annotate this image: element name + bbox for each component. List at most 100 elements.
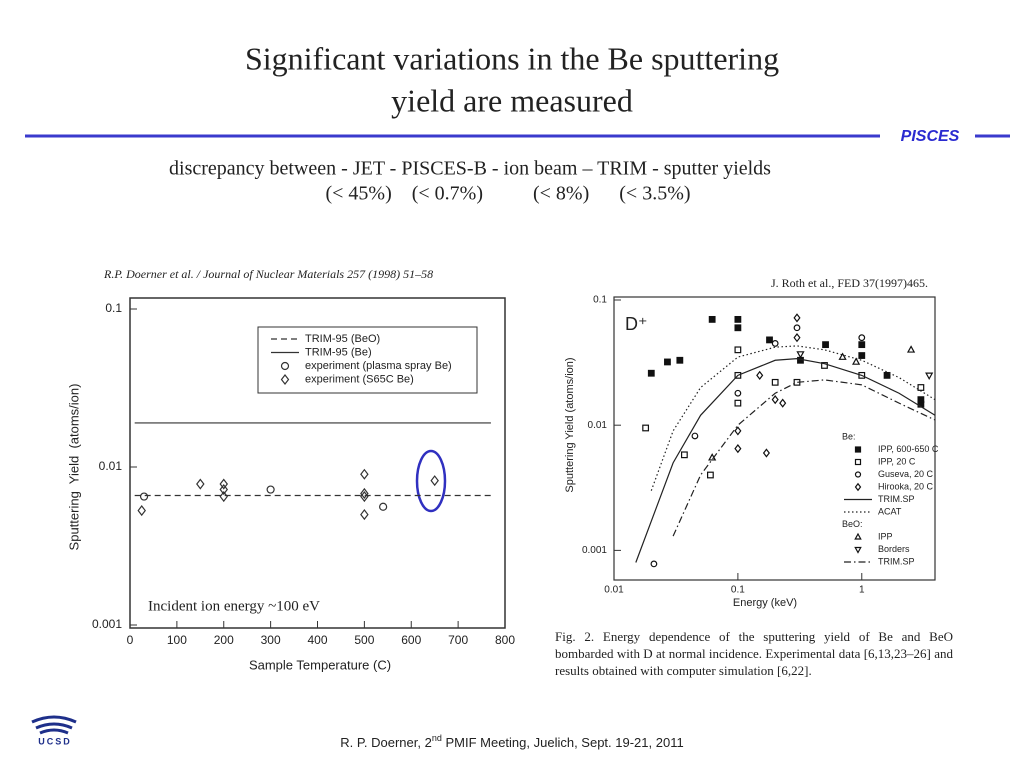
x-tick-label: 100 — [167, 633, 187, 647]
subtitle: discrepancy between - JET - PISCES-B - i… — [169, 158, 771, 180]
marker — [647, 369, 655, 377]
marker — [430, 475, 439, 487]
title: Significant variations in the Be sputter… — [245, 40, 779, 76]
annotation-box — [142, 594, 382, 620]
legend-label: Borders — [878, 544, 910, 554]
x-axis-title: Sample Temperature (C) — [249, 657, 391, 672]
marker — [360, 491, 369, 503]
legend-label: IPP, 600-650 C — [878, 444, 939, 454]
legend-label: Hirooka, 20 C — [878, 481, 934, 491]
x-tick-label: 800 — [495, 633, 515, 647]
marker — [854, 546, 862, 554]
marker — [779, 398, 787, 408]
x-tick-label: 0 — [127, 633, 134, 647]
marker — [676, 356, 684, 364]
marker — [854, 458, 862, 466]
legend-label: TRIM.SP — [878, 494, 915, 504]
percentages: (< 45%) (< 0.7%) (< 8%) (< 3.5%) — [325, 183, 690, 205]
citation: J. Roth et al., FED 37(1997)465. — [771, 276, 928, 290]
marker — [280, 361, 290, 371]
footer-sup: nd — [432, 733, 442, 743]
marker — [680, 451, 688, 459]
marker — [854, 482, 862, 492]
legend-label: TRIM-95 (BeO) — [305, 333, 380, 345]
marker — [793, 324, 801, 332]
x-tick-label: 300 — [261, 633, 281, 647]
marker — [838, 352, 847, 360]
marker — [762, 448, 770, 458]
marker — [821, 362, 828, 369]
y-axis-title: Sputtering Yield (atoms/ion) — [564, 357, 576, 492]
y-tick-label: 0.001 — [92, 617, 122, 631]
y-tick-label: 0.01 — [588, 420, 608, 431]
legend-group: Be: — [842, 431, 856, 441]
chart-header: R.P. Doerner et al. / Journal of Nuclear… — [103, 267, 433, 281]
marker — [708, 315, 716, 323]
footer-text: R. P. Doerner, 2 — [340, 735, 432, 750]
marker — [360, 468, 369, 480]
marker — [925, 372, 934, 380]
marker — [734, 324, 742, 332]
marker — [219, 484, 229, 496]
caption: Fig. 2. Energy dependence of the sputter… — [555, 629, 953, 678]
x-tick-label: 200 — [214, 633, 234, 647]
marker — [266, 485, 275, 494]
marker — [650, 560, 658, 568]
marker — [822, 341, 829, 349]
y-tick-label: 0.01 — [99, 459, 123, 473]
highlight — [415, 449, 447, 513]
marker — [858, 334, 866, 342]
marker — [858, 341, 866, 349]
x-tick-label: 0.01 — [604, 585, 624, 596]
marker — [137, 505, 146, 517]
marker — [917, 384, 925, 391]
legend-label: TRIM-95 (Be) — [305, 346, 372, 358]
marker — [280, 373, 290, 386]
marker — [858, 352, 866, 359]
marker — [196, 478, 205, 490]
marker — [642, 424, 650, 432]
legend-label: IPP, 20 C — [878, 456, 916, 466]
legend-box — [257, 326, 478, 394]
marker — [766, 336, 773, 344]
y-axis-title: Sputtering Yield (atoms/ion) — [66, 384, 81, 551]
marker — [858, 371, 866, 379]
series-line — [672, 379, 936, 537]
marker — [219, 491, 229, 503]
legend-label: ACAT — [878, 506, 902, 516]
footer: R. P. Doerner, 2nd PMIF Meeting, Juelich… — [340, 733, 683, 750]
legend-label: IPP — [878, 531, 893, 541]
marker — [771, 395, 779, 405]
marker — [793, 333, 801, 343]
marker — [854, 446, 862, 453]
annotation: Incident ion energy ~100 eV — [148, 598, 320, 614]
title: yield are measured — [391, 82, 633, 118]
x-tick-label: 0.1 — [731, 585, 745, 596]
marker — [707, 471, 714, 479]
marker — [756, 370, 764, 380]
marker — [734, 443, 742, 454]
logo: UCSD — [38, 736, 72, 746]
series-line — [650, 345, 936, 491]
marker — [854, 471, 862, 478]
marker — [852, 357, 861, 365]
series-line — [635, 358, 936, 563]
x-tick-label: 500 — [354, 633, 374, 647]
marker — [360, 487, 369, 499]
y-tick-label: 0.1 — [593, 295, 607, 306]
x-tick-label: 400 — [307, 633, 327, 647]
marker — [360, 509, 369, 521]
marker — [734, 399, 742, 407]
marker — [793, 313, 801, 323]
marker — [796, 351, 805, 359]
marker — [734, 346, 742, 354]
logo-mark — [31, 715, 77, 735]
marker — [906, 345, 916, 353]
x-tick-label: 600 — [401, 633, 421, 647]
marker — [854, 532, 862, 540]
marker — [771, 340, 779, 347]
x-tick-label: 700 — [448, 633, 468, 647]
y-tick-label: 0.1 — [105, 301, 122, 315]
